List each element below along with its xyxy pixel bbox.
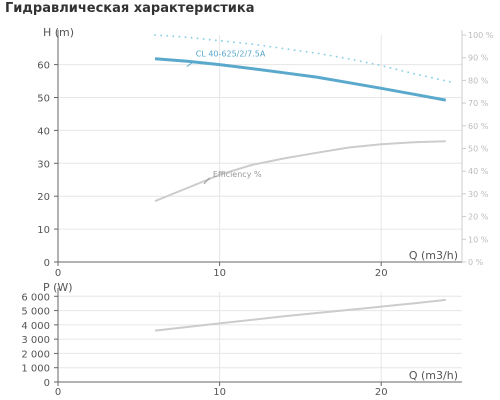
- y-tick-label: 6 000: [21, 292, 50, 303]
- y-tick-label: 50: [37, 94, 50, 105]
- head-chart: 0 10 20 30 40 50 60 0 10 20 0 % 10 % 20 % 30 % 40 % 50 …: [37, 26, 494, 279]
- x-tick-label: 20: [375, 268, 388, 279]
- y2-tick-label: 60 %: [468, 122, 489, 131]
- y2-tick-label: 90 %: [468, 54, 489, 63]
- y-tick-label: 0: [44, 378, 50, 389]
- y-tick-label: 4 000: [21, 321, 50, 332]
- y2-tick-label: 40 %: [468, 167, 489, 176]
- y-tick-label: 5 000: [21, 307, 50, 318]
- y-tick-label: 2 000: [21, 349, 50, 360]
- y2-tick-label: 0 %: [468, 258, 484, 267]
- y2-tick-label: 10 %: [468, 235, 489, 244]
- x-tick-label: 10: [213, 387, 226, 398]
- y-tick-label: 0: [44, 258, 50, 269]
- y-tick-label: 20: [37, 192, 50, 203]
- dotted-percent-curve: [154, 34, 455, 84]
- efficiency-series-label: Efficiency %: [213, 170, 262, 179]
- pump-label-leader: [186, 61, 195, 68]
- power-chart: 0 1 000 2 000 3 000 4 000 5 000 6 000 0 10 20 P (W…: [21, 281, 462, 398]
- y-tick-label: 40: [37, 126, 50, 137]
- y2-tick-label: 50 %: [468, 145, 489, 154]
- pump-head-curve: [154, 57, 447, 102]
- power-curve: [154, 298, 446, 332]
- y-tick-label: 30: [37, 159, 50, 170]
- y2-tick-label: 80 %: [468, 76, 489, 85]
- x-axis-title: Q (m3/h): [409, 369, 458, 382]
- x-tick-label: 10: [213, 268, 226, 279]
- y-tick-label: 10: [37, 225, 50, 236]
- y-axis-title: H (m): [43, 26, 74, 39]
- x-tick-label: 0: [55, 387, 61, 398]
- y-axis-title: P (W): [43, 281, 73, 294]
- y2-tick-label: 70 %: [468, 99, 489, 108]
- page-title: Гидравлическая характеристика: [5, 1, 255, 16]
- efficiency-label-leader: [203, 177, 211, 185]
- y-tick-label: 1 000: [21, 364, 50, 375]
- y-tick-label: 3 000: [21, 335, 50, 346]
- x-axis-title: Q (m3/h): [409, 249, 458, 262]
- x-tick-label: 20: [375, 387, 388, 398]
- efficiency-curve: [154, 140, 446, 203]
- y2-tick-label: 100 %: [468, 31, 494, 40]
- pump-series-label: CL 40-625/2/7.5A: [196, 50, 266, 59]
- y2-tick-label: 20 %: [468, 213, 489, 222]
- y2-tick-label: 30 %: [468, 190, 489, 199]
- x-tick-label: 0: [55, 268, 61, 279]
- y-tick-label: 60: [37, 61, 50, 72]
